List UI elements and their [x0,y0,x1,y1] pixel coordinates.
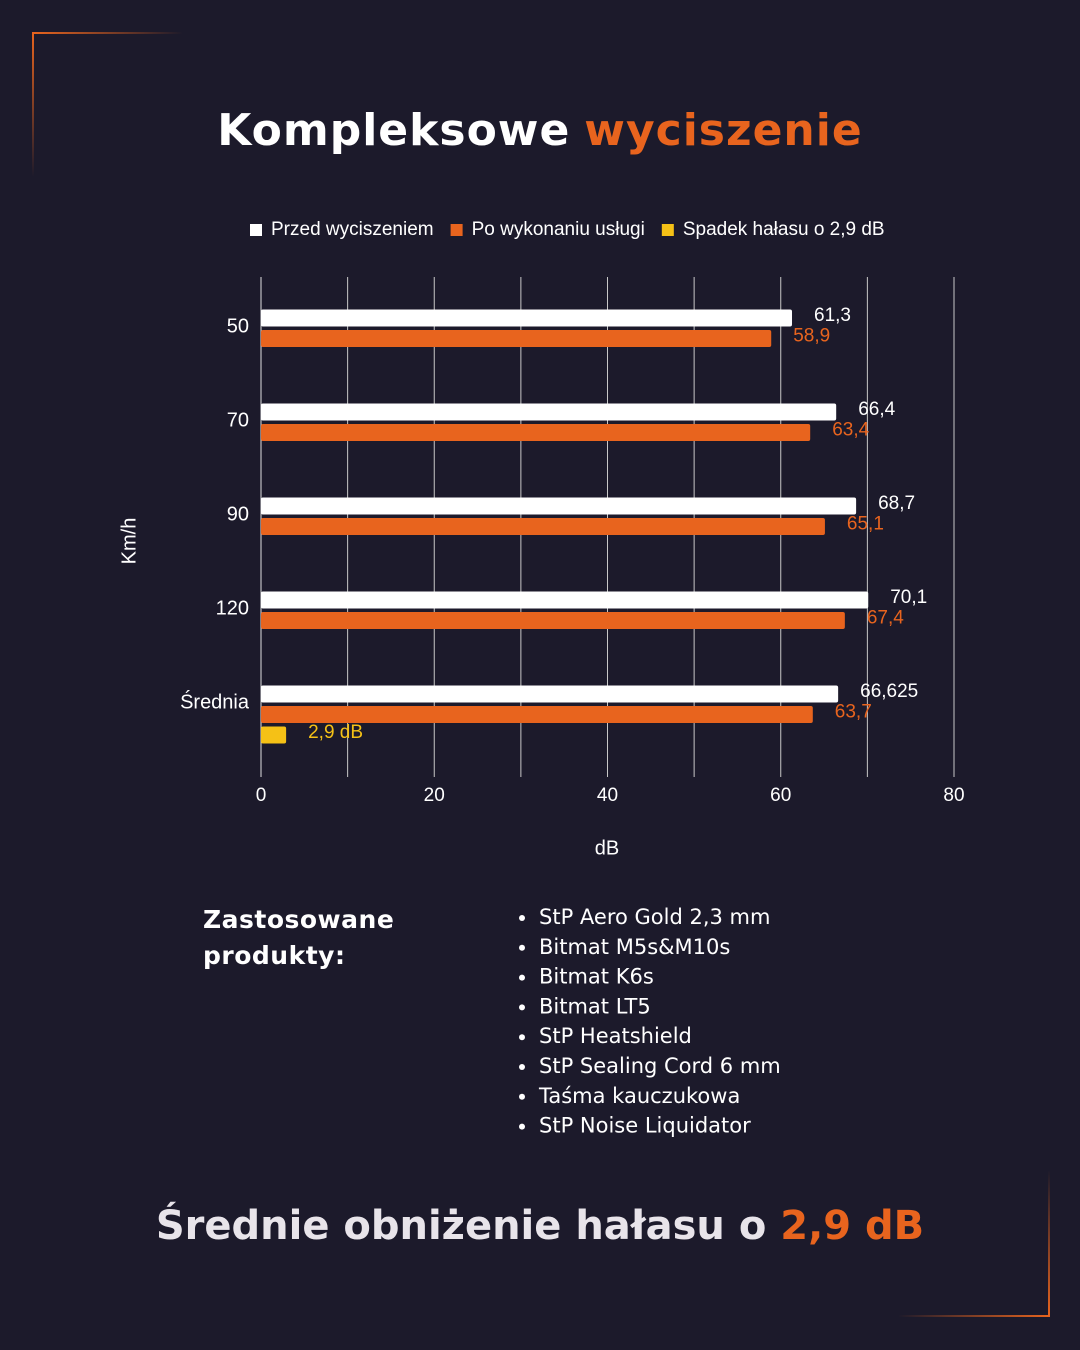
bar [261,612,845,629]
value-label: 68,7 [878,493,915,514]
value-label: 70,1 [890,587,927,608]
bar [261,518,825,535]
footer: Średnie obniżenie hałasu o 2,9 dB [156,1201,924,1249]
title-accent: wyciszenie [584,105,862,156]
y-tick-label: 70 [227,409,249,431]
bar [261,309,793,327]
value-label: 61,3 [814,305,851,326]
bullet [519,1004,525,1011]
bullet [519,1034,525,1041]
y-tick-label: 90 [227,503,249,525]
product-list: StP Aero Gold 2,3 mm Bitmat M5s&M10s Bitma… [519,905,781,1138]
x-tick-label: 60 [770,785,791,806]
corner-deco [1048,1170,1050,1317]
title: Kompleksowe wyciszenie [217,105,862,156]
bullet [519,944,525,951]
legend-label: Spadek hałasu o 2,9 dB [683,219,885,240]
products-heading: Zastosowane produkty: [203,905,395,970]
footer-accent: 2,9 dB [780,1203,924,1249]
value-label: 67,4 [867,608,904,629]
value-label: 65,1 [847,514,884,535]
product-item: StP Heatshield [539,1024,692,1048]
legend-swatch [450,224,463,236]
x-tick-label: 0 [256,785,267,806]
x-tick-label: 20 [424,785,445,806]
value-label: 63,4 [832,420,869,441]
chart: 0 20 40 60 80 dB Km/h Przed wyciszeniem Po wykon… [118,219,964,859]
footer-main: Średnie obniżenie hałasu o [156,1201,780,1249]
product-item: StP Sealing Cord 6 mm [539,1054,781,1078]
bullet [519,1123,525,1130]
x-tick-label: 80 [943,785,964,806]
corner-deco [33,32,183,34]
value-label: 58,9 [793,326,830,347]
bullet [519,915,525,921]
corner-deco [32,32,34,177]
legend-label: Przed wyciszeniem [271,219,434,240]
bar [261,591,869,609]
product-item: Bitmat LT5 [539,994,651,1018]
product-item: Bitmat K6s [539,965,654,989]
bullet [519,1093,525,1100]
y-axis-label: Km/h [118,518,140,565]
bar [261,424,811,441]
bullet [519,1064,525,1070]
corner-deco [898,1315,1050,1317]
value-label: 2,9 dB [308,722,363,743]
bar [261,685,839,703]
product-item: Bitmat M5s&M10s [539,935,730,959]
bar [261,497,857,515]
x-axis-label: dB [595,837,619,859]
legend-swatch [661,224,674,236]
bar [261,330,772,347]
product-item: Taśma kauczukowa [538,1084,740,1108]
y-tick-label: 50 [227,315,249,337]
product-item: StP Noise Liquidator [539,1114,751,1138]
bar [261,706,813,723]
x-tick-label: 40 [597,785,618,806]
bar [261,726,287,744]
bar [261,403,837,421]
value-label: 66,4 [858,399,895,420]
legend-label: Po wykonaniu usługi [472,219,645,240]
value-label: 66,625 [860,681,918,702]
product-item: StP Aero Gold 2,3 mm [539,905,770,929]
bullet [519,974,525,981]
value-label: 63,7 [835,702,872,723]
y-tick-label: Średnia [180,689,250,713]
legend-swatch [250,224,262,236]
title-main: Kompleksowe [217,105,570,156]
y-tick-label: 120 [216,597,249,619]
